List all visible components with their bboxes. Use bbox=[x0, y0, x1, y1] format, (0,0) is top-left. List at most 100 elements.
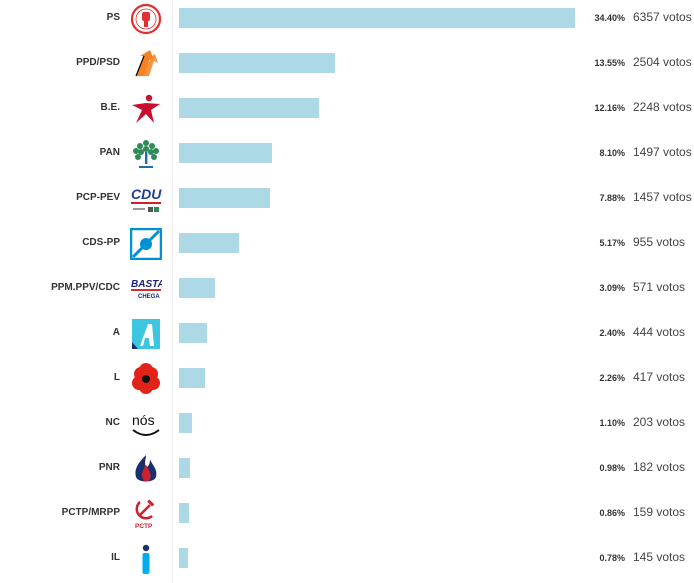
votes-suffix: votos bbox=[663, 55, 692, 69]
votes-label: 955 votos bbox=[633, 235, 685, 249]
party-label: PPD/PSD bbox=[76, 57, 120, 68]
row-divider bbox=[172, 0, 173, 43]
votes-suffix: votos bbox=[663, 145, 692, 159]
votes-count: 444 bbox=[633, 325, 654, 339]
be-star-person-logo-icon bbox=[132, 94, 160, 123]
result-row: PNR 0.98% 182 votos bbox=[0, 448, 694, 493]
votes-suffix: votos bbox=[656, 460, 686, 474]
party-label: L bbox=[113, 372, 120, 383]
result-row: IL 0.78% 145 votos bbox=[0, 538, 694, 583]
percent-label: 0.86% bbox=[599, 508, 625, 518]
votes-label: 1497 votos bbox=[633, 145, 692, 159]
votes-count: 182 bbox=[633, 460, 654, 474]
votes-suffix: votos bbox=[656, 235, 686, 249]
party-label: PNR bbox=[98, 462, 120, 473]
row-divider bbox=[172, 268, 173, 313]
votes-suffix: votos bbox=[656, 280, 686, 294]
row-divider bbox=[172, 448, 173, 493]
result-row: PPD/PSD 13.55% 2504 votos bbox=[0, 43, 694, 88]
votes-count: 417 bbox=[633, 370, 654, 384]
percent-label: 0.78% bbox=[599, 553, 625, 563]
cds-square-arrow-logo-icon bbox=[130, 228, 162, 260]
percent-label: 8.10% bbox=[599, 148, 625, 158]
votes-count: 145 bbox=[633, 550, 654, 564]
votes-count: 2248 bbox=[633, 100, 660, 114]
votes-label: 6357 votos bbox=[633, 10, 692, 24]
row-divider bbox=[172, 493, 173, 538]
svg-text:nós: nós bbox=[132, 412, 155, 428]
result-row: B.E. 12.16% 2248 votos bbox=[0, 88, 694, 133]
percent-label: 0.98% bbox=[599, 463, 625, 473]
votes-suffix: votos bbox=[663, 10, 692, 24]
votes-count: 6357 bbox=[633, 10, 660, 24]
result-row: CDS-PP 5.17% 955 votos bbox=[0, 223, 694, 268]
result-bar bbox=[179, 548, 188, 568]
pnr-flame-logo-icon bbox=[135, 455, 157, 482]
votes-suffix: votos bbox=[663, 100, 692, 114]
party-label: B.E. bbox=[100, 102, 120, 113]
svg-text:CHEGA: CHEGA bbox=[138, 294, 160, 300]
result-bar bbox=[179, 278, 215, 298]
result-row: NC nós 1.10% 203 votos bbox=[0, 403, 694, 448]
votes-suffix: votos bbox=[656, 415, 686, 429]
result-bar bbox=[179, 98, 319, 118]
party-label: CDS-PP bbox=[82, 237, 120, 248]
percent-label: 34.40% bbox=[594, 13, 625, 23]
il-info-logo-icon bbox=[142, 544, 150, 574]
pan-tree-logo-icon bbox=[133, 140, 159, 168]
votes-count: 2504 bbox=[633, 55, 660, 69]
votes-label: 417 votos bbox=[633, 370, 685, 384]
votes-count: 159 bbox=[633, 505, 654, 519]
result-row: PCP-PEV CDU 7.88% 1457 votos bbox=[0, 178, 694, 223]
votes-count: 203 bbox=[633, 415, 654, 429]
row-divider bbox=[172, 178, 173, 223]
result-bar bbox=[179, 188, 270, 208]
psd-arrows-logo-icon bbox=[135, 50, 158, 77]
party-label: PS bbox=[106, 12, 120, 23]
votes-count: 1457 bbox=[633, 190, 660, 204]
result-bar bbox=[179, 368, 206, 388]
party-label: A bbox=[112, 327, 120, 338]
votes-label: 1457 votos bbox=[633, 190, 692, 204]
party-label: PCTP/MRPP bbox=[61, 507, 120, 518]
result-bar bbox=[179, 458, 191, 478]
basta-chega-logo-icon: BASTA CHEGA bbox=[131, 279, 162, 300]
row-divider bbox=[172, 538, 173, 583]
cdu-logo-icon: CDU bbox=[131, 186, 162, 212]
votes-count: 1497 bbox=[633, 145, 660, 159]
votes-label: 444 votos bbox=[633, 325, 685, 339]
result-bar bbox=[179, 53, 335, 73]
svg-text:BASTA: BASTA bbox=[131, 279, 162, 290]
result-bar bbox=[179, 233, 239, 253]
percent-label: 3.09% bbox=[599, 283, 625, 293]
row-divider bbox=[172, 223, 173, 268]
result-row: A 2.40% 444 votos bbox=[0, 313, 694, 358]
result-bar bbox=[179, 503, 189, 523]
votes-suffix: votos bbox=[656, 505, 686, 519]
result-row: PS 34.40% 6357 votos bbox=[0, 0, 694, 43]
votes-label: 2504 votos bbox=[633, 55, 692, 69]
votes-suffix: votos bbox=[663, 190, 692, 204]
result-bar bbox=[179, 143, 273, 163]
aliança-logo-icon bbox=[132, 319, 160, 349]
party-label: NC bbox=[105, 417, 120, 428]
row-divider bbox=[172, 358, 173, 403]
votes-suffix: votos bbox=[656, 325, 686, 339]
row-divider bbox=[172, 313, 173, 358]
percent-label: 1.10% bbox=[599, 418, 625, 428]
percent-label: 7.88% bbox=[599, 193, 625, 203]
percent-label: 12.16% bbox=[594, 103, 625, 113]
result-row: PAN 8.10% 1497 votos bbox=[0, 133, 694, 178]
result-row: PCTP/MRPP PCTP 0.86% 159 votos bbox=[0, 493, 694, 538]
svg-text:CDU: CDU bbox=[131, 186, 162, 202]
row-divider bbox=[172, 133, 173, 178]
votes-suffix: votos bbox=[656, 550, 686, 564]
votes-count: 955 bbox=[633, 235, 654, 249]
result-bar bbox=[179, 413, 192, 433]
votes-count: 571 bbox=[633, 280, 654, 294]
pctp-hammer-sickle-logo-icon: PCTP bbox=[135, 499, 155, 530]
row-divider bbox=[172, 403, 173, 448]
ps-fist-rose-logo-icon bbox=[130, 3, 162, 35]
nos-cidadaos-logo-icon: nós bbox=[132, 412, 160, 436]
